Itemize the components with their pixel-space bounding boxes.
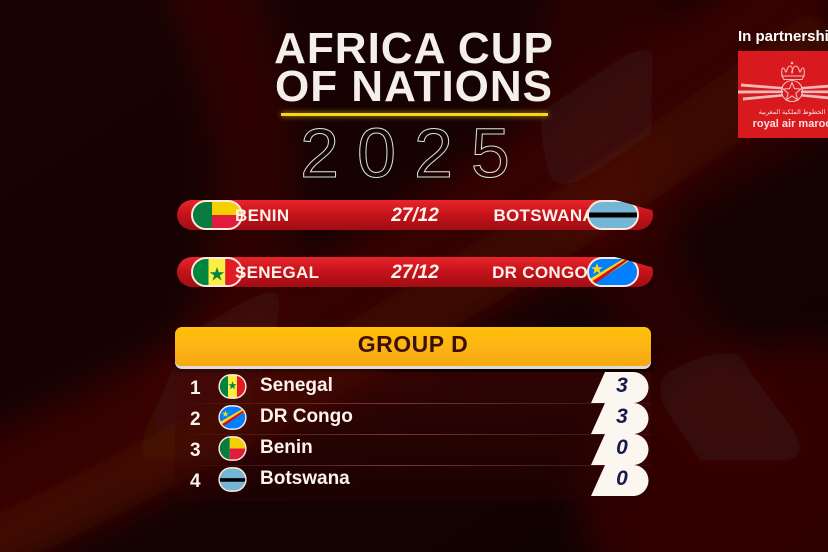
- svg-text:royal air maroc: royal air maroc: [753, 118, 828, 130]
- svg-text:الخطوط الملكية المغربية: الخطوط الملكية المغربية: [759, 108, 826, 116]
